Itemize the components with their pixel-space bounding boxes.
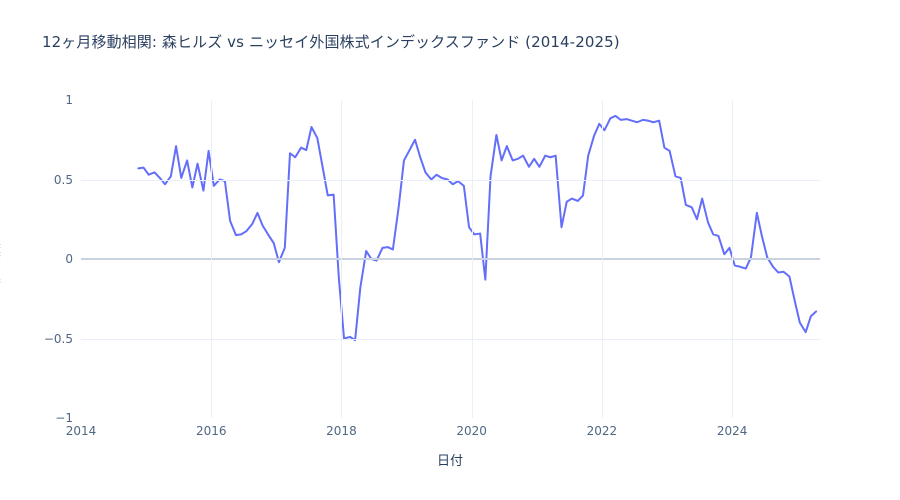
zero-gridline [81, 258, 820, 260]
y-axis-tick-label: 0 [65, 252, 73, 266]
x-axis-tick-label: 2024 [716, 424, 748, 438]
line-series-rolling-correlation [137, 114, 818, 342]
x-axis-tick-label: 2016 [195, 424, 227, 438]
y-axis-tick-label: 1 [65, 93, 73, 107]
vertical-gridline [341, 100, 343, 418]
vertical-gridline [211, 100, 213, 418]
y-axis-tick-label: 0.5 [53, 172, 73, 187]
x-axis-tick-label: 2018 [326, 424, 357, 438]
x-axis-tick-label: 2022 [586, 424, 618, 438]
y-axis-tick-label: −1 [55, 411, 73, 425]
x-axis-title: 日付 [436, 454, 463, 469]
horizontal-gridline [81, 179, 820, 181]
y-axis-tick-label: −0.5 [43, 331, 73, 346]
y-axis-title: 移動相関 [0, 232, 3, 286]
y-axis-ticks: 1 0.5 0 −0.5 −1 [0, 93, 73, 425]
vertical-gridline [732, 100, 734, 418]
chart-title: 12ヶ月移動相関: 森ヒルズ vs ニッセイ外国株式インデックスファンド (20… [42, 33, 620, 51]
data-series-svg [137, 114, 818, 342]
vertical-gridline [471, 100, 473, 418]
vertical-gridline [601, 100, 603, 418]
horizontal-gridline [81, 338, 820, 340]
x-axis-tick-label: 2014 [65, 424, 97, 438]
plot-area [81, 100, 820, 418]
x-axis-tick-label: 2020 [456, 424, 487, 438]
